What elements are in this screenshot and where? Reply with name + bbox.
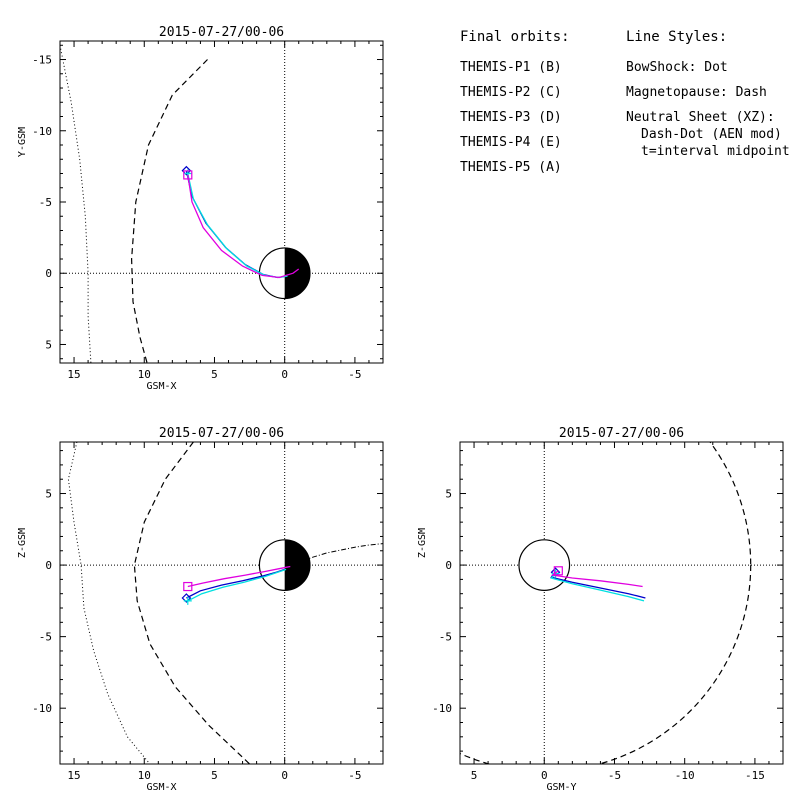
legend-style-aen: Dash-Dot (AEN mod) xyxy=(641,127,782,142)
orbit-line-1 xyxy=(187,568,287,602)
legend-style-neutral-sheet: Neutral Sheet (XZ): xyxy=(626,110,775,125)
chart-title: 2015-07-27/00-06 xyxy=(159,25,284,40)
plot-frame xyxy=(459,441,784,765)
x-tick-label: -5 xyxy=(348,769,361,782)
y-axis-label: Z-GSM xyxy=(417,528,428,558)
x-tick-label: 10 xyxy=(138,769,151,782)
earth-symbol xyxy=(518,539,571,591)
x-tick-label: 0 xyxy=(281,368,288,381)
orbit-line-1 xyxy=(550,573,645,602)
y-tick-label: -5 xyxy=(39,631,52,644)
y-axis-label: Y-GSM xyxy=(17,127,28,157)
earth-night-side xyxy=(284,539,310,591)
neutral-sheet-line xyxy=(284,543,383,570)
x-tick-label: 15 xyxy=(67,769,80,782)
x-tick-label: 15 xyxy=(67,368,80,381)
orbit-start-marker-square xyxy=(553,566,563,576)
y-tick-label: 5 xyxy=(45,338,52,351)
magnetopause-line xyxy=(133,442,251,764)
earth-symbol xyxy=(258,539,311,591)
orbit-line-2 xyxy=(187,174,300,279)
x-tick-label: 0 xyxy=(541,769,548,782)
y-tick-label: -10 xyxy=(32,702,52,715)
bow-shock-line xyxy=(67,442,151,764)
legend-probe-p3: THEMIS-P3 (D) xyxy=(460,110,562,125)
y-tick-label: 0 xyxy=(45,559,52,572)
legend-orbits-header: Final orbits: xyxy=(460,29,570,45)
y-tick-label: 5 xyxy=(445,488,452,501)
plot-frame xyxy=(59,40,384,364)
orbit-start-marker-plus xyxy=(183,596,192,605)
y-tick-label: -10 xyxy=(432,702,452,715)
legend-styles-header: Line Styles: xyxy=(626,29,727,45)
legend-probe-p4: THEMIS-P4 (E) xyxy=(460,135,562,150)
orbit-start-marker-square xyxy=(183,170,193,180)
y-tick-label: -15 xyxy=(32,54,52,67)
chart-title: 2015-07-27/00-06 xyxy=(159,426,284,441)
x-axis-label: GSM-X xyxy=(146,782,176,793)
orbit-start-marker-diamond xyxy=(181,593,192,603)
legend-probe-p5: THEMIS-P5 (A) xyxy=(460,160,562,175)
x-tick-label: 0 xyxy=(281,769,288,782)
legend-probe-p2: THEMIS-P2 (C) xyxy=(460,85,562,100)
plot-area xyxy=(460,442,783,764)
y-tick-label: 5 xyxy=(45,488,52,501)
magnetopause-line xyxy=(460,442,752,764)
y-tick-label: 0 xyxy=(45,267,52,280)
x-tick-label: -10 xyxy=(675,769,695,782)
x-tick-label: 10 xyxy=(138,368,151,381)
x-tick-label: -5 xyxy=(608,769,621,782)
orbit-start-marker-square xyxy=(183,581,193,592)
x-tick-label: 5 xyxy=(211,368,218,381)
x-axis-label: GSM-X xyxy=(146,381,176,392)
y-tick-label: -5 xyxy=(439,631,452,644)
magnetopause-line xyxy=(130,59,208,363)
y-axis-label: Z-GSM xyxy=(17,528,28,558)
plot-frame xyxy=(59,441,384,765)
y-tick-label: -5 xyxy=(39,196,52,209)
legend-style-magnetopause: Magnetopause: Dash xyxy=(626,85,767,100)
x-axis-label: GSM-Y xyxy=(546,782,576,793)
earth-symbol xyxy=(258,247,311,300)
legend-probe-p1: THEMIS-P1 (B) xyxy=(460,60,562,75)
legend-style-midpoint: t=interval midpoint xyxy=(641,144,790,159)
panel-xz: 15 10 5 0 -5 5 0 -5 -10 2015-07-27/00-06 GSM-X Z-GS… xyxy=(17,426,384,793)
orbit-line-2 xyxy=(187,565,291,588)
legend: Final orbits: THEMIS-P1 (B) THEMIS-P2 (C… xyxy=(460,29,790,175)
y-tick-label: 0 xyxy=(445,559,452,572)
x-tick-label: -15 xyxy=(745,769,765,782)
chart-title: 2015-07-27/00-06 xyxy=(559,426,684,441)
plot-area xyxy=(60,442,383,764)
panel-xy: 15 10 5 0 -5 -15 -10 -5 0 5 2015-07-27/00-06 GSM-X Y… xyxy=(17,25,384,392)
x-tick-label: -5 xyxy=(348,368,361,381)
earth-night-side xyxy=(284,247,310,299)
panel-yz: 5 0 -5 -10 -15 5 0 -5 -10 2015-07-27/00-06 GSM-Y Z-… xyxy=(417,426,784,793)
x-tick-label: 5 xyxy=(471,769,478,782)
earth-circle xyxy=(518,539,571,591)
orbit-start-marker-diamond xyxy=(181,165,192,176)
orbit-line-2 xyxy=(551,570,643,588)
legend-style-bowshock: BowShock: Dot xyxy=(626,60,728,75)
x-tick-label: 5 xyxy=(211,769,218,782)
y-tick-label: -10 xyxy=(32,125,52,138)
bow-shock-line xyxy=(60,45,92,363)
plot-area xyxy=(60,41,383,363)
